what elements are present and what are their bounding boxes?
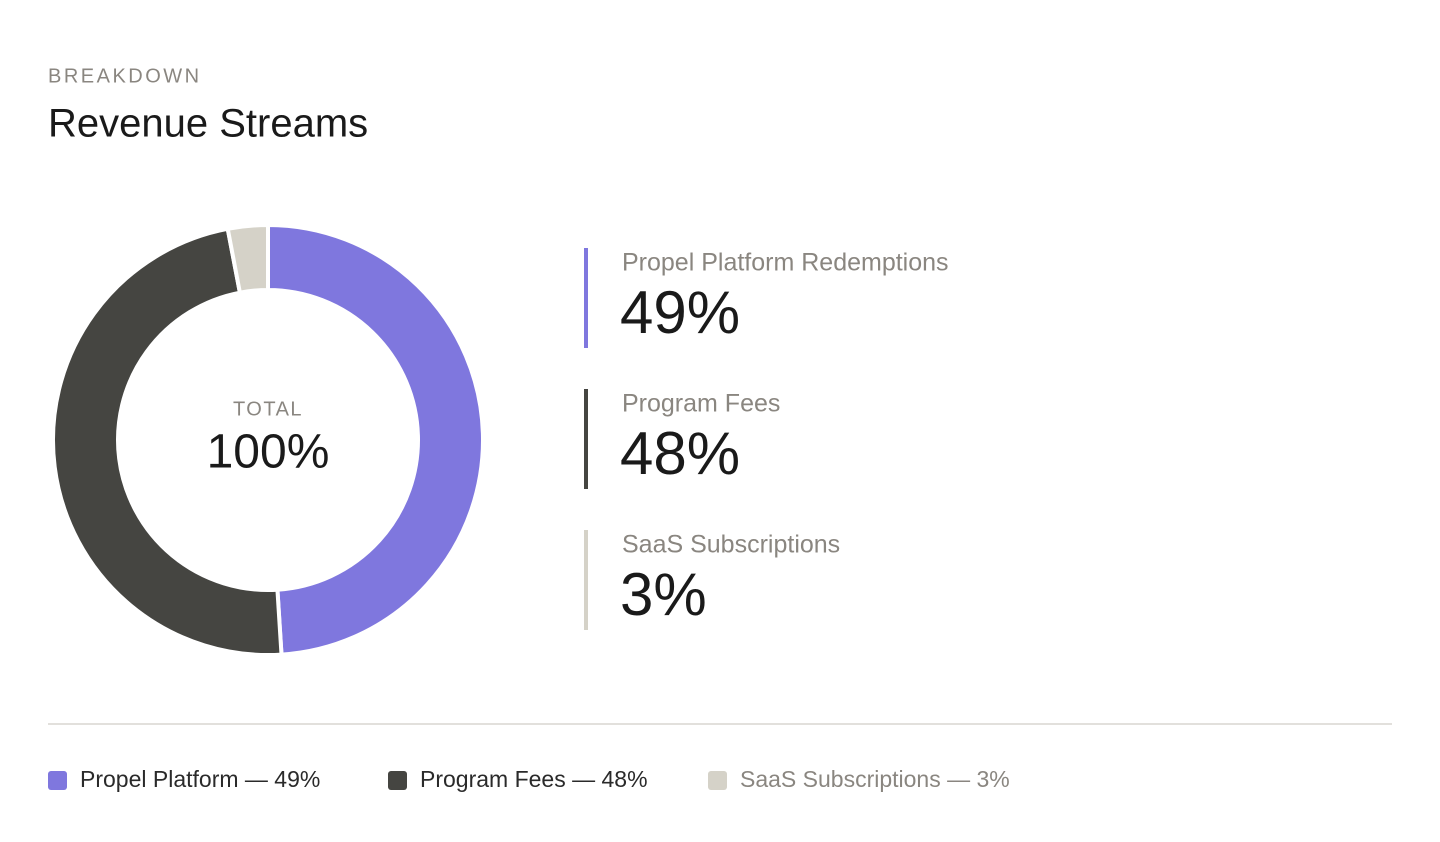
stream-label: Program Fees <box>622 390 780 418</box>
legend-swatch <box>48 771 67 790</box>
eyebrow: BREAKDOWN <box>48 65 202 87</box>
stream-label: Propel Platform Redemptions <box>622 249 949 277</box>
stream-value: 3% <box>620 561 707 628</box>
legend-swatch <box>388 771 407 790</box>
center-label: TOTAL <box>233 398 303 420</box>
donut-segment <box>225 222 270 295</box>
legend-label: SaaS Subscriptions — 3% <box>740 766 1010 792</box>
accent-bar <box>584 248 588 348</box>
accent-bar <box>584 530 588 630</box>
stream-label: SaaS Subscriptions <box>622 531 840 559</box>
stream-value: 49% <box>620 279 740 346</box>
legend-label: Propel Platform — 49% <box>80 766 320 792</box>
stream-value: 48% <box>620 420 740 487</box>
accent-bar <box>584 389 588 489</box>
chart-title: Revenue Streams <box>48 102 368 146</box>
donut-segment <box>266 222 486 657</box>
center-value: 100% <box>207 426 330 479</box>
donut-segment <box>51 226 284 657</box>
legend-label: Program Fees — 48% <box>420 766 648 792</box>
legend-swatch <box>708 771 727 790</box>
